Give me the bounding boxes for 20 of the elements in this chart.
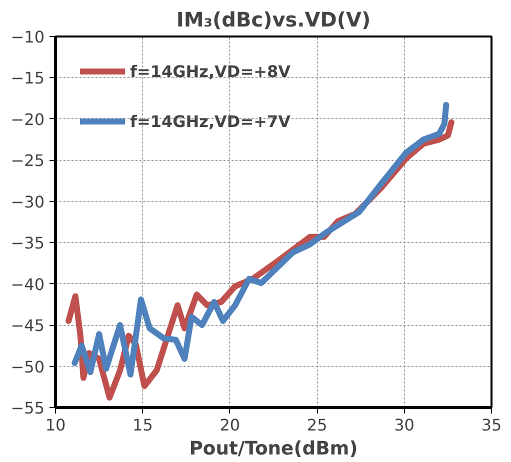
legend-label: f=14GHz,VD=+8V <box>130 62 291 80</box>
x-tick-label: 30 <box>394 416 414 434</box>
y-tick-label: −15 <box>10 68 44 88</box>
y-tick-label: −40 <box>10 274 44 294</box>
y-tick-label: −25 <box>10 151 44 170</box>
x-tick-label: 20 <box>220 416 240 434</box>
y-tick-label: −45 <box>10 316 44 336</box>
x-tick-label: 15 <box>132 416 153 434</box>
chart-title: IM₃(dBc)vs.VD(V) <box>176 8 371 32</box>
y-tick-label: −20 <box>10 110 44 129</box>
y-tick-label: −30 <box>10 192 44 212</box>
y-tick-label: −50 <box>10 357 44 376</box>
legend-label: f=14GHz,VD=+7V <box>130 112 291 130</box>
y-tick-label: −10 <box>10 28 44 46</box>
x-tick-label: 25 <box>306 416 328 434</box>
x-tick-label: 10 <box>45 416 66 434</box>
y-tick-label: −35 <box>10 234 44 253</box>
y-tick-label: −55 <box>10 398 44 418</box>
x-tick-label: 35 <box>481 416 502 434</box>
x-axis-title: Pout/Tone(dBm) <box>189 438 358 460</box>
